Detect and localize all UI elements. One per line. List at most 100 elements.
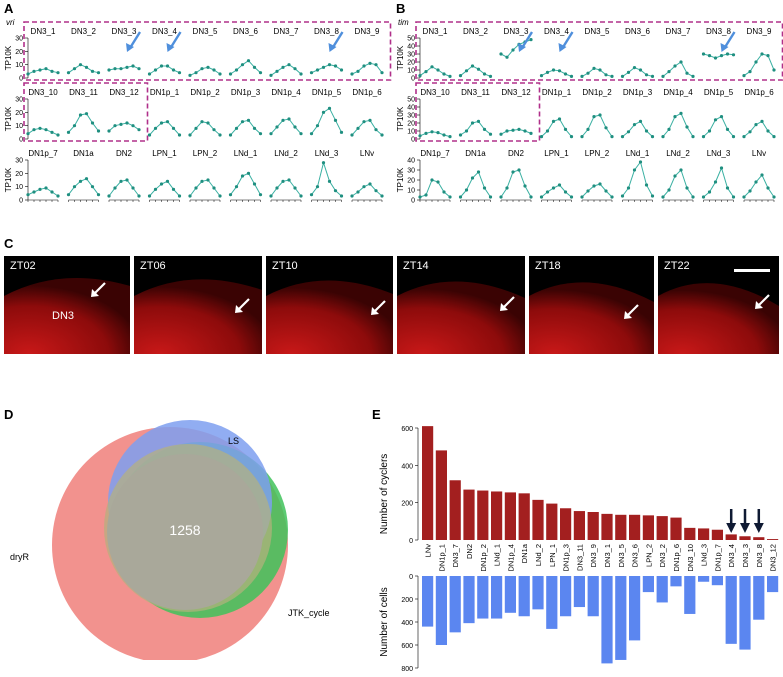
- zt-label: ZT06: [140, 260, 166, 272]
- profile-point: [482, 72, 487, 76]
- cell-bar-DN1a: [518, 576, 530, 617]
- cluster-label: DN1p_6: [744, 88, 774, 97]
- cell-bar-LNd_3: [698, 576, 710, 582]
- profile-point: [719, 54, 724, 58]
- cluster-label: LPN_2: [585, 149, 610, 158]
- profile-point: [258, 132, 263, 136]
- profile-point: [374, 189, 378, 193]
- ytick-label: 20: [407, 178, 415, 185]
- blue-arrow-head: [720, 43, 729, 52]
- ytick-label: 20: [15, 49, 23, 56]
- white-arrow-icon: [235, 298, 250, 313]
- micrograph-zt02: ZT02 DN3: [4, 256, 130, 354]
- cluster-label: DN3_1: [31, 27, 56, 36]
- profile-point: [719, 166, 724, 170]
- profile-point: [586, 127, 590, 131]
- profile-point: [90, 69, 95, 73]
- profile-point: [557, 69, 562, 73]
- category-label: DN3_12: [769, 544, 778, 572]
- profile-point: [719, 115, 724, 119]
- profile-point: [228, 133, 233, 137]
- cell-bar-LNd_2: [532, 576, 544, 610]
- ytick-label: 10: [407, 68, 415, 75]
- profile-point: [523, 184, 527, 188]
- scale-bar: [734, 269, 770, 272]
- profile-point: [90, 185, 95, 189]
- category-label: DN1a: [520, 543, 529, 563]
- black-arrow-head: [726, 523, 737, 533]
- cell-bar-DN1p_7: [711, 576, 723, 586]
- profile-point: [539, 195, 544, 199]
- cell-bar-DN3_9: [587, 576, 599, 617]
- profile-point: [418, 195, 422, 199]
- profile-point: [32, 69, 36, 73]
- top-ytick-label: 0: [409, 538, 413, 545]
- cluster-label: DN3_5: [193, 27, 218, 36]
- cell-bar-DN1p_4: [504, 576, 516, 613]
- cluster-label: DN3_9: [355, 27, 380, 36]
- micrograph-zt14: ZT14: [397, 256, 525, 354]
- profile-point: [482, 127, 487, 131]
- cluster-label: DN1p_3: [623, 88, 653, 97]
- cycler-bar-DN3_9: [587, 512, 599, 540]
- profile-point: [206, 121, 210, 125]
- cycler-bar-LNd_1: [491, 491, 503, 540]
- profile-point: [350, 194, 354, 198]
- cluster-label: DN3_9: [747, 27, 772, 36]
- profile-point: [604, 189, 608, 193]
- profile-point: [661, 135, 665, 139]
- tissue-stain: [134, 279, 262, 354]
- profile-point: [701, 195, 706, 199]
- profile-line: [541, 184, 572, 198]
- blue-arrow: [520, 31, 534, 49]
- profile-point: [523, 129, 527, 133]
- cell-bar-DN3_1: [601, 576, 613, 664]
- cluster-label: DN2: [508, 149, 525, 158]
- profile-point: [448, 195, 452, 199]
- profile-point: [772, 135, 776, 139]
- profile-line: [270, 64, 302, 76]
- cell-bar-LPN_1: [546, 576, 558, 629]
- blue-arrow: [169, 31, 182, 49]
- profile-point: [418, 134, 422, 138]
- profile-point: [586, 189, 590, 193]
- profile-point: [673, 64, 677, 68]
- profile-point: [766, 186, 770, 190]
- bottom-ytick-label: 600: [401, 643, 413, 650]
- profile-point: [32, 128, 36, 132]
- profile-point: [293, 67, 297, 71]
- profile-line: [622, 160, 653, 197]
- profile-point: [125, 178, 129, 182]
- profile-point: [464, 69, 469, 73]
- profile-point: [748, 130, 752, 134]
- cycler-bar-DN3_10: [684, 527, 696, 540]
- cluster-label: DN1p_5: [704, 88, 734, 97]
- ylabel-tp10k: TP10K: [396, 167, 405, 192]
- profile-point: [458, 195, 463, 199]
- profile-point: [125, 65, 129, 69]
- cycler-bar-DN3_1: [601, 513, 613, 540]
- profile-point: [442, 190, 446, 194]
- profile-point: [563, 127, 568, 131]
- profile-point: [327, 179, 332, 183]
- profile-line: [541, 69, 572, 77]
- profile-point: [218, 133, 222, 137]
- ytick-label: 20: [15, 171, 23, 178]
- cell-bar-LPN_2: [642, 576, 654, 593]
- profile-point: [246, 59, 251, 63]
- profile-point: [356, 126, 360, 130]
- cycler-bar-DN3_5: [615, 514, 627, 540]
- profile-point: [96, 129, 101, 133]
- cell-bar-DN3_5: [615, 576, 627, 660]
- panel-letter-b: B: [396, 1, 406, 16]
- profile-point: [38, 187, 42, 191]
- profile-point: [707, 190, 712, 194]
- category-label: DN3_9: [589, 544, 598, 567]
- cell-bar-DN3_6: [629, 576, 641, 641]
- cycler-bar-DN3_4: [725, 534, 737, 540]
- profile-point: [281, 118, 285, 122]
- ylabel-tp10k: TP10K: [4, 45, 13, 70]
- profile-point: [212, 186, 216, 190]
- ytick-label: 10: [15, 184, 23, 191]
